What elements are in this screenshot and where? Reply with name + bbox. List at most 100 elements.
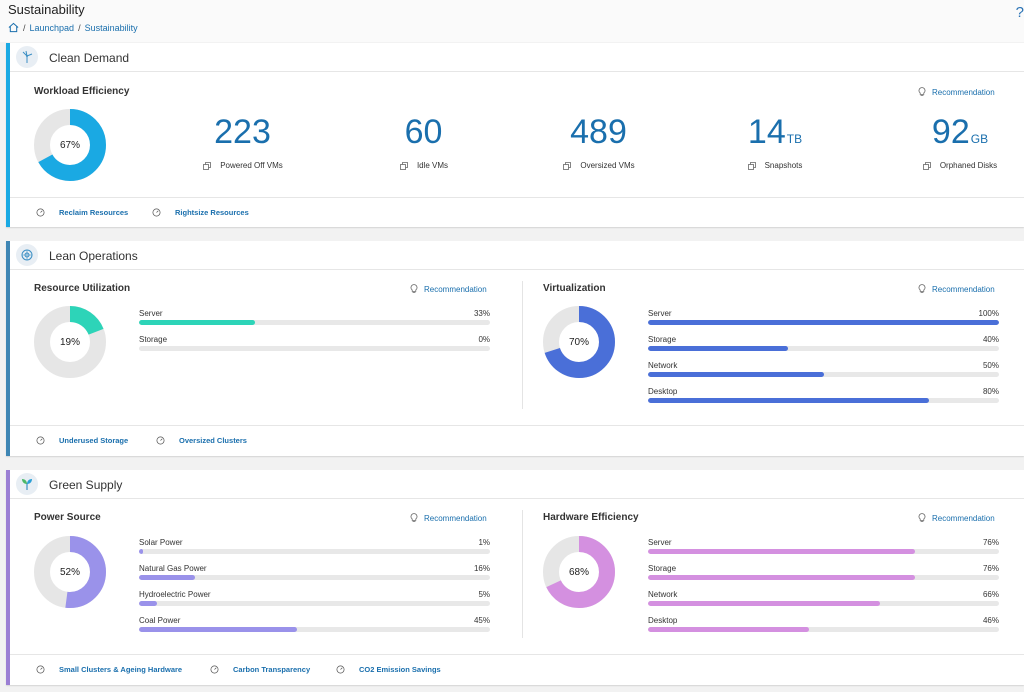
bar-track	[648, 549, 999, 554]
breadcrumb: / Launchpad / Sustainability	[8, 22, 138, 33]
bar-row-natural-gas-power: Natural Gas Power 16%	[139, 564, 490, 582]
hardware-efficiency-title: Hardware Efficiency	[543, 512, 639, 523]
bar-track	[648, 320, 999, 325]
rightsize-resources-link[interactable]: Rightsize Resources	[152, 208, 249, 217]
metric-oversized-vms[interactable]: 489 Oversized VMs	[544, 115, 654, 170]
bar-row-storage: Storage 76%	[648, 564, 999, 582]
clean-demand-card: Clean Demand Workload Efficiency Recomme…	[6, 43, 1024, 227]
home-icon[interactable]	[8, 22, 19, 33]
bar-row-server: Server 100%	[648, 309, 999, 327]
co2-emission-savings-link[interactable]: CO2 Emission Savings	[336, 665, 441, 674]
bar-track	[139, 601, 490, 606]
metric-number: 223	[214, 113, 271, 151]
lean-operations-footer: Underused Storage Oversized Clusters	[10, 425, 1024, 455]
bar-track	[648, 346, 999, 351]
donut-percent-label: 52%	[59, 566, 80, 578]
metric-label: Idle VMs	[416, 161, 449, 170]
metric-number: 489	[570, 113, 627, 151]
bar-row-hydroelectric-power: Hydroelectric Power 5%	[139, 590, 490, 608]
bar-row-network: Network 50%	[648, 361, 999, 379]
lightbulb-icon	[410, 513, 418, 522]
donut-percent-label: 19%	[59, 336, 80, 348]
hardware-recommendation-link[interactable]: Recommendation	[918, 513, 995, 523]
bar-fill	[648, 372, 824, 377]
bar-value: 80%	[982, 387, 999, 396]
lean-operations-title: Lean Operations	[49, 249, 138, 263]
reclaim-resources-link[interactable]: Reclaim Resources	[36, 208, 128, 217]
breadcrumb-sustainability[interactable]: Sustainability	[84, 22, 138, 33]
metric-number: 14	[747, 113, 786, 151]
resource-utilization-donut: 19%	[34, 306, 106, 378]
bar-label: Server	[139, 309, 163, 318]
metric-powered-off-vms[interactable]: 223 Powered Off VMs	[188, 115, 298, 170]
vm-icon	[203, 161, 212, 170]
carbon-transparency-link[interactable]: Carbon Transparency	[210, 665, 310, 674]
clean-demand-header: Clean Demand	[10, 43, 1024, 72]
small-clusters-ageing-hardware-link[interactable]: Small Clusters & Ageing Hardware	[36, 665, 182, 674]
bar-value: 76%	[982, 538, 999, 547]
workload-recommendation-link[interactable]: Recommendation	[918, 87, 995, 97]
gauge-icon	[36, 665, 45, 674]
bar-value: 16%	[473, 564, 490, 573]
green-supply-card: Green Supply Power Source Recommendation…	[6, 470, 1024, 685]
help-icon[interactable]: ?	[1015, 4, 1024, 21]
oversized-clusters-link[interactable]: Oversized Clusters	[156, 436, 247, 445]
bar-value: 0%	[478, 335, 490, 344]
resource-recommendation-link[interactable]: Recommendation	[410, 284, 487, 294]
bar-value: 5%	[478, 590, 490, 599]
virtualization-title: Virtualization	[543, 283, 606, 294]
footer-link-label: Oversized Clusters	[179, 436, 247, 445]
bar-fill	[648, 320, 999, 325]
virtualization-recommendation-link[interactable]: Recommendation	[918, 284, 995, 294]
vm-icon	[922, 161, 931, 170]
bar-value: 45%	[473, 616, 490, 625]
bar-label: Storage	[648, 564, 677, 573]
power-recommendation-link[interactable]: Recommendation	[410, 513, 487, 523]
bar-row-solar-power: Solar Power 1%	[139, 538, 490, 556]
metric-snapshots[interactable]: 14TB Snapshots	[730, 115, 820, 170]
green-supply-header: Green Supply	[10, 470, 1024, 499]
metric-orphaned-disks[interactable]: 92GB Orphaned Disks	[908, 115, 1012, 170]
breadcrumb-launchpad[interactable]: Launchpad	[29, 22, 75, 33]
footer-link-label: Rightsize Resources	[175, 208, 249, 217]
page-header: Sustainability ? / Launchpad / Sustainab…	[0, 0, 1024, 42]
bar-track	[139, 320, 490, 325]
metric-number: 92	[931, 113, 970, 151]
bar-fill	[648, 575, 915, 580]
page-title: Sustainability	[8, 2, 85, 17]
bar-track	[139, 549, 490, 554]
bar-row-desktop: Desktop 80%	[648, 387, 999, 405]
clean-demand-title: Clean Demand	[49, 51, 130, 65]
lightbulb-icon	[918, 87, 926, 96]
metric-number: 60	[404, 113, 443, 151]
metric-label-row: Powered Off VMs	[188, 161, 298, 170]
bar-value: 40%	[982, 335, 999, 344]
footer-link-label: Small Clusters & Ageing Hardware	[59, 665, 183, 674]
green-supply-footer: Small Clusters & Ageing Hardware Carbon …	[10, 654, 1024, 684]
metric-value: 14TB	[730, 115, 820, 156]
donut-percent-label: 68%	[568, 566, 589, 578]
virtualization-donut: 70%	[543, 306, 615, 378]
donut-ring	[34, 536, 106, 608]
metric-value: 60	[374, 115, 474, 156]
gauge-icon	[36, 208, 45, 217]
bar-track	[648, 627, 999, 632]
bar-label: Storage	[139, 335, 168, 344]
metric-idle-vms[interactable]: 60 Idle VMs	[374, 115, 474, 170]
underused-storage-link[interactable]: Underused Storage	[36, 436, 128, 445]
bar-row-server: Server 33%	[139, 309, 490, 327]
lean-operations-header: Lean Operations	[10, 241, 1024, 270]
lightbulb-icon	[918, 284, 926, 293]
donut-arc	[543, 306, 615, 378]
bar-track	[648, 575, 999, 580]
bar-value: 76%	[982, 564, 999, 573]
bar-track	[648, 372, 999, 377]
bar-track	[139, 346, 490, 351]
breadcrumb-separator: /	[78, 22, 81, 33]
bar-value: 50%	[982, 361, 999, 370]
workload-efficiency-title: Workload Efficiency	[34, 86, 130, 97]
gauge-icon	[156, 436, 165, 445]
bar-fill	[139, 549, 143, 554]
power-source-title: Power Source	[34, 512, 101, 523]
metric-label: Powered Off VMs	[220, 161, 283, 170]
